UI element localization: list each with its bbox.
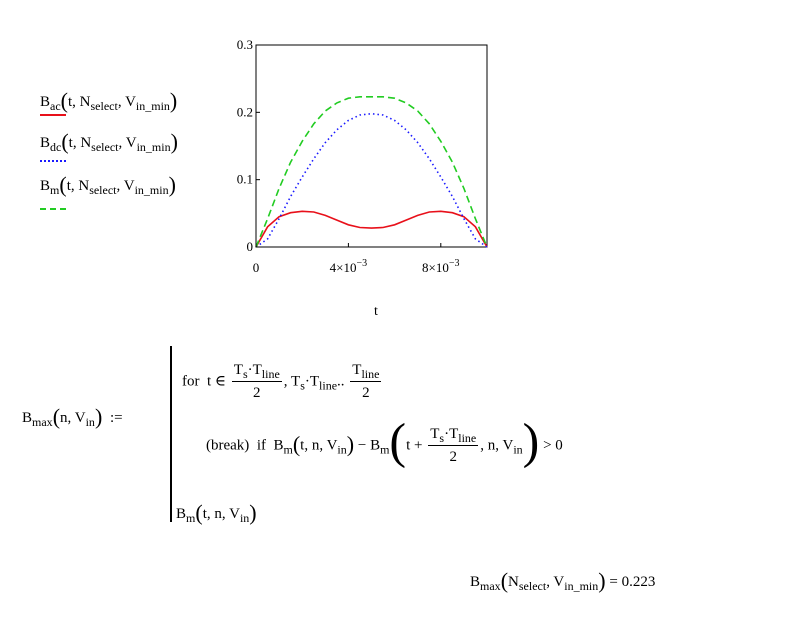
x-axis-label: t — [374, 304, 378, 319]
flux-density-plot: 0 0.1 0.2 0.3 0 4×10−3 8×10−3 t — [237, 37, 488, 319]
legend-swatch-bdc — [40, 160, 66, 162]
plot-frame — [255, 44, 488, 248]
for-loop-line: for t ∈ Ts·Tline 2 , Ts·Tline.. Tline 2 — [182, 362, 382, 401]
start-fraction: Ts·Tline 2 — [231, 362, 282, 401]
legend-swatch-bac — [40, 114, 66, 116]
series-line-bm — [255, 96, 488, 248]
series-line-bdc — [255, 112, 488, 248]
x-tick-label: 4×10−3 — [330, 258, 367, 275]
y-tick-label: 0 — [247, 239, 254, 254]
y-tick-label: 0.2 — [237, 104, 253, 119]
x-tick-label: 0 — [253, 260, 260, 275]
program-bracket — [170, 346, 172, 522]
series-line-bac — [255, 210, 488, 248]
legend-entry-bac: Bac(t, Nselect, Vin_min) — [40, 88, 178, 113]
bmax-definition-lhs: Bmax(n, Vin) := — [22, 404, 123, 429]
offset-fraction: Ts·Tline 2 — [428, 426, 479, 465]
legend-swatch-bm — [40, 208, 66, 210]
legend-entry-bm: Bm(t, Nselect, Vin_min) — [40, 172, 176, 197]
return-line: Bm(t, n, Vin) — [176, 500, 257, 525]
bmax-result-value: 0.223 — [621, 574, 656, 590]
y-tick-label: 0.3 — [237, 37, 253, 52]
y-tick-label: 0.1 — [237, 172, 253, 187]
legend-entry-bdc: Bdc(t, Nselect, Vin_min) — [40, 129, 178, 154]
bmax-result: Bmax(Nselect, Vin_min) = 0.223 — [470, 568, 656, 593]
end-fraction: Tline 2 — [350, 362, 382, 401]
x-tick-label: 8×10−3 — [422, 258, 459, 275]
break-condition-line: (break) if Bm(t, n, Vin) − Bm(t + Ts·Tli… — [206, 412, 563, 469]
